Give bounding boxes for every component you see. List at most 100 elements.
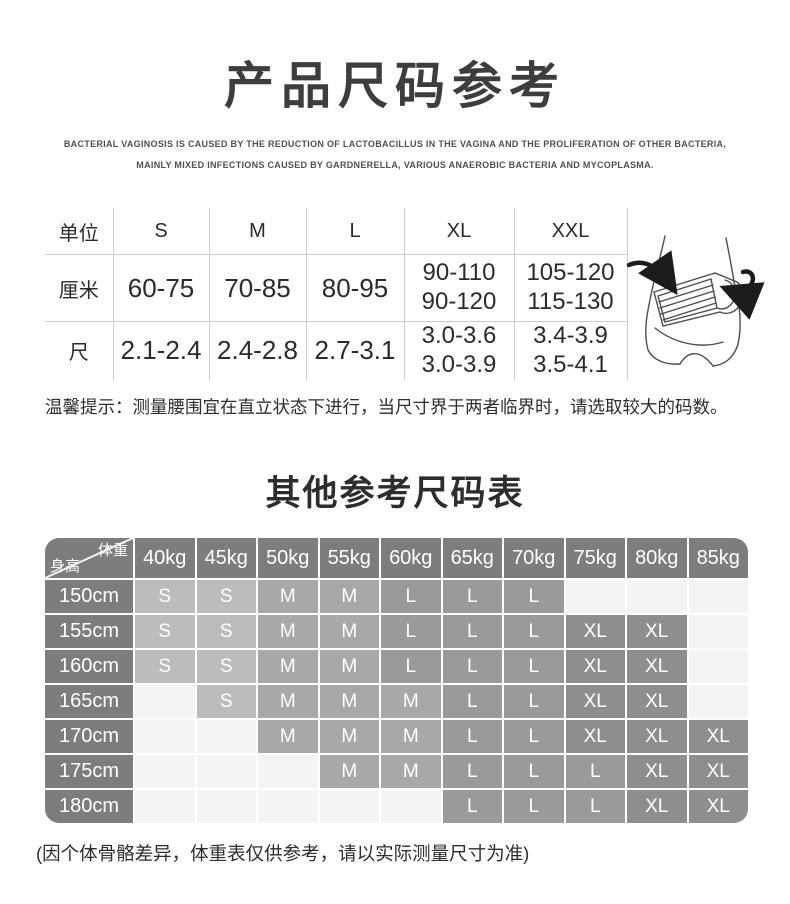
grid-size-cell: L [442, 580, 502, 613]
grid-size-cell: M [319, 615, 379, 648]
grid-size-cell: M [319, 650, 379, 683]
grid-size-cell: M [258, 685, 318, 718]
grid-size-cell: M [258, 580, 318, 613]
grid-size-cell: L [442, 755, 502, 788]
grid-size-cell: S [135, 580, 195, 613]
grid-weight-header: 80kg [627, 538, 687, 578]
waist-belt-illustration [626, 235, 765, 367]
grid-size-cell: L [442, 720, 502, 753]
grid-size-cell: L [504, 650, 564, 683]
size-table-value-cell: 70-85 [208, 254, 306, 322]
grid-size-cell: L [442, 685, 502, 718]
grid-size-cell: L [504, 790, 564, 823]
grid-size-cell: M [381, 755, 441, 788]
size-table-row-label: 尺 [45, 320, 113, 380]
grid-height-header: 165cm [45, 685, 133, 718]
grid-weight-header: 45kg [196, 538, 256, 578]
grid-size-cell: XL [565, 685, 625, 718]
grid-size-cell: M [258, 650, 318, 683]
grid-size-cell [381, 790, 441, 823]
size-table-value-cell: 2.4-2.8 [208, 320, 306, 380]
size-table-col-header: S [112, 208, 209, 255]
grid-size-cell [688, 650, 748, 683]
grid-size-cell [319, 790, 379, 823]
grid-size-cell: XL [565, 720, 625, 753]
right-arrow [719, 269, 765, 320]
grid-size-cell: S [135, 650, 195, 683]
grid-size-cell: S [196, 580, 256, 613]
grid-size-cell: L [381, 580, 441, 613]
grid-size-cell: XL [627, 685, 687, 718]
grid-size-cell: L [504, 720, 564, 753]
grid-size-cell: S [196, 615, 256, 648]
grid-weight-header: 55kg [319, 538, 379, 578]
grid-size-cell: XL [565, 650, 625, 683]
grid-size-cell: L [504, 615, 564, 648]
grid-height-header: 170cm [45, 720, 133, 753]
grid-size-cell [258, 755, 318, 788]
grid-size-cell [135, 790, 195, 823]
grid-size-cell: L [565, 790, 625, 823]
grid-size-cell [135, 720, 195, 753]
grid-height-header: 180cm [45, 790, 133, 823]
grid-weight-header: 85kg [688, 538, 748, 578]
footnote: (因个体骨骼差异，体重表仅供参考，请以实际测量尺寸为准) [36, 843, 530, 864]
size-table-head: 单位 S M L XL XXL [45, 208, 628, 255]
grid-size-cell: L [442, 615, 502, 648]
size-table-value-cell: 3.0-3.6 3.0-3.9 [403, 320, 514, 380]
grid-size-cell: XL [627, 650, 687, 683]
grid-size-cell: M [319, 580, 379, 613]
size-table-value-cell: 3.4-3.9 3.5-4.1 [513, 320, 628, 380]
height-weight-grid: 体重 身高 40kg 45kg 50kg 55kg 60kg 65kg 70kg 75kg 80… [45, 538, 748, 823]
grid-size-cell [196, 755, 256, 788]
size-table-value-cell: 90-110 90-120 [403, 254, 514, 322]
grid-size-cell [565, 580, 625, 613]
grid-size-cell: L [504, 580, 564, 613]
size-table-value-cell: 2.7-3.1 [305, 320, 404, 380]
product-size-page: 产品尺码参考 BACTERIAL VAGINOSIS IS CAUSED BY … [0, 46, 790, 904]
size-table-value-cell: 80-95 [305, 254, 404, 322]
size-table-body: 厘米 60-75 70-85 80-95 90-110 90-120 105-120 11… [45, 254, 628, 380]
grid-height-header: 160cm [45, 650, 133, 683]
grid-weight-header: 70kg [504, 538, 564, 578]
grid-weight-header: 65kg [442, 538, 502, 578]
grid-size-cell: XL [627, 615, 687, 648]
grid-size-cell: M [381, 685, 441, 718]
grid-size-cell: L [442, 790, 502, 823]
grid-size-cell: L [381, 615, 441, 648]
grid-size-cell: XL [565, 615, 625, 648]
grid-size-cell [135, 685, 195, 718]
grid-size-cell: L [442, 650, 502, 683]
grid-size-cell: L [504, 685, 564, 718]
grid-size-cell [627, 580, 687, 613]
size-table-value-cell: 105-120 115-130 [513, 254, 628, 322]
size-table-row: 尺 2.1-2.4 2.4-2.8 2.7-3.1 3.0-3.6 3.0-3.9 3.4… [45, 320, 628, 380]
grid-weight-header: 50kg [258, 538, 318, 578]
size-table-col-header: XXL [513, 208, 628, 255]
grid-height-header: 150cm [45, 580, 133, 613]
grid-size-cell: S [196, 650, 256, 683]
grid-size-cell [688, 615, 748, 648]
size-table-row: 厘米 60-75 70-85 80-95 90-110 90-120 105-120 11… [45, 254, 628, 322]
grid-size-cell: XL [627, 720, 687, 753]
page-title: 产品尺码参考 [224, 58, 566, 114]
grid-size-cell: M [258, 720, 318, 753]
grid-weight-header: 60kg [381, 538, 441, 578]
grid-size-cell: M [319, 685, 379, 718]
subtitle-line-1: BACTERIAL VAGINOSIS IS CAUSED BY THE RED… [63, 139, 727, 149]
grid-size-cell [688, 685, 748, 718]
grid-size-cell: L [565, 755, 625, 788]
grid-size-cell: L [504, 755, 564, 788]
grid-size-cell [196, 790, 256, 823]
size-table-unit-header: 单位 [58, 222, 99, 245]
size-table-col-header: M [208, 208, 306, 255]
grid-size-cell: S [196, 685, 256, 718]
grid-height-header: 175cm [45, 755, 133, 788]
grid-size-cell: XL [688, 755, 748, 788]
size-table-col-header: XL [403, 208, 514, 255]
grid-size-cell: L [381, 650, 441, 683]
size-table-row-label: 厘米 [45, 254, 113, 322]
grid-size-cell: M [319, 720, 379, 753]
grid-size-cell [688, 580, 748, 613]
grid-weight-header: 75kg [565, 538, 625, 578]
